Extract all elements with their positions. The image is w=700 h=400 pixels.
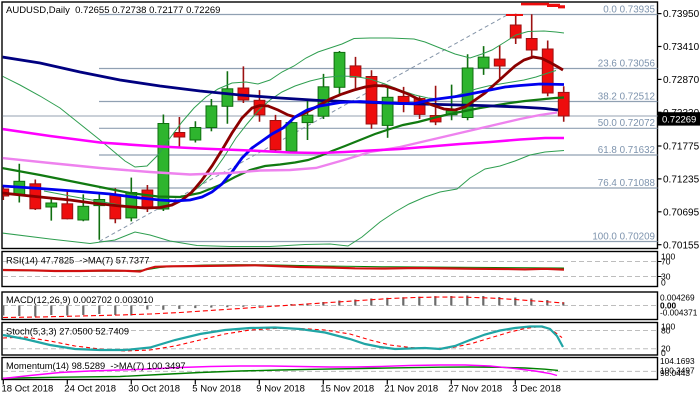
- svg-text:0: 0: [661, 348, 666, 358]
- svg-text:0.0 0.73935: 0.0 0.73935: [603, 4, 655, 15]
- svg-text:100.0 0.70209: 100.0 0.70209: [592, 231, 655, 242]
- svg-text:30: 30: [661, 272, 671, 282]
- svg-text:80: 80: [661, 326, 671, 336]
- svg-text:18 Oct 2018: 18 Oct 2018: [2, 384, 54, 395]
- svg-text:104.1693: 104.1693: [660, 356, 695, 366]
- svg-text:98.0443: 98.0443: [660, 368, 690, 378]
- svg-text:AUDUSD,Daily 0.72655 0.72738: AUDUSD,Daily 0.72655 0.72738 0.72177 0.7…: [6, 5, 220, 16]
- svg-text:24 Oct 2018: 24 Oct 2018: [64, 384, 116, 395]
- svg-text:100: 100: [661, 322, 675, 332]
- svg-text:-0.004371: -0.004371: [660, 308, 698, 318]
- svg-text:0.73410: 0.73410: [663, 42, 700, 53]
- svg-text:76.4 0.71088: 76.4 0.71088: [598, 178, 656, 189]
- svg-text:0.004269: 0.004269: [660, 292, 695, 302]
- svg-text:9 Nov 2018: 9 Nov 2018: [256, 384, 305, 395]
- svg-text:20: 20: [661, 344, 671, 354]
- svg-text:23.6 0.73056: 23.6 0.73056: [598, 58, 656, 69]
- svg-text:Momentum(14) 98.5289 ->MA(7): Momentum(14) 98.5289 ->MA(7) 100.3497: [6, 361, 186, 371]
- svg-text:0.72870: 0.72870: [663, 75, 700, 86]
- svg-text:0.71235: 0.71235: [663, 175, 700, 186]
- svg-text:RSI(14) 47.7825 ->MA(7) 57.73: RSI(14) 47.7825 ->MA(7) 57.7377: [6, 256, 149, 266]
- svg-text:0.72269: 0.72269: [662, 115, 696, 126]
- svg-text:0.70695: 0.70695: [663, 207, 700, 218]
- svg-text:38.2 0.72512: 38.2 0.72512: [598, 91, 655, 102]
- svg-text:70: 70: [661, 257, 671, 267]
- svg-text:0.00: 0.00: [660, 300, 677, 310]
- svg-text:21 Nov 2018: 21 Nov 2018: [384, 384, 438, 395]
- svg-text:0.73950: 0.73950: [663, 9, 700, 20]
- svg-text:27 Nov 2018: 27 Nov 2018: [448, 384, 502, 395]
- svg-text:0.70155: 0.70155: [663, 240, 700, 251]
- svg-text:30 Oct 2018: 30 Oct 2018: [128, 384, 180, 395]
- svg-text:0.71775: 0.71775: [663, 142, 700, 153]
- svg-text:50.0 0.72072: 50.0 0.72072: [598, 118, 655, 129]
- svg-text:Stoch(5,3,3) 27.0500 52.7409: Stoch(5,3,3) 27.0500 52.7409: [6, 327, 129, 337]
- svg-text:15 Nov 2018: 15 Nov 2018: [320, 384, 374, 395]
- svg-text:3 Dec 2018: 3 Dec 2018: [512, 384, 561, 395]
- svg-text:100: 100: [661, 252, 675, 262]
- svg-text:5 Nov 2018: 5 Nov 2018: [192, 384, 241, 395]
- svg-text:0: 0: [661, 278, 666, 288]
- svg-text:MACD(12,26,9) 0.002702 0.00301: MACD(12,26,9) 0.002702 0.003010: [6, 295, 153, 305]
- svg-text:61.8 0.71632: 61.8 0.71632: [598, 145, 655, 156]
- svg-text:100.3497: 100.3497: [660, 366, 695, 376]
